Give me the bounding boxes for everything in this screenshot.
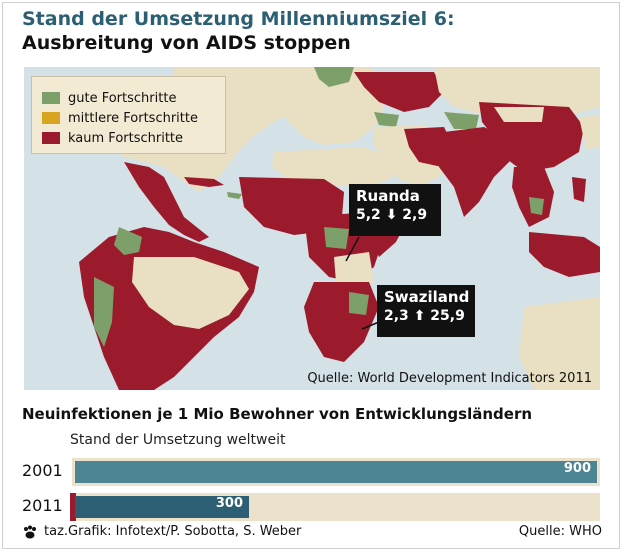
callout-ruanda-name: Ruanda — [356, 187, 420, 205]
scandinavia-region — [314, 67, 354, 87]
bar-2011: 300 — [75, 496, 249, 518]
world-map-graphic — [79, 67, 600, 390]
legend-item-poor: kaum Fortschritte — [42, 129, 183, 147]
central-america-region — [124, 162, 209, 242]
callout-swaziland-values: 2,3 ⬆ 25,9 — [384, 307, 468, 326]
mongolia-region — [494, 107, 544, 122]
paw-print-icon — [22, 525, 38, 539]
south-america-green-1 — [114, 227, 142, 255]
callout-ruanda: Ruanda 5,2 ⬇ 2,9 — [349, 184, 441, 236]
southern-africa-green — [349, 292, 369, 315]
central-africa-green — [324, 227, 349, 249]
callout-swaziland-name: Swaziland — [384, 288, 470, 306]
bar-category-2001: 2001 — [22, 461, 63, 480]
callout-ruanda-values: 5,2 ⬇ 2,9 — [356, 206, 434, 225]
korea-japan-region — [579, 115, 600, 149]
bar-value-2001: 900 — [563, 461, 591, 476]
andes-region — [94, 277, 114, 347]
map-source: Quelle: World Development Indicators 201… — [307, 371, 592, 386]
callout-swaziland: Swaziland 2,3 ⬆ 25,9 — [377, 285, 475, 337]
southeast-asia-region — [512, 167, 554, 227]
legend-swatch-medium — [42, 112, 60, 124]
bar-category-2011: 2011 — [22, 496, 63, 515]
bar-value-2011: 300 — [215, 496, 243, 511]
chart-subtitle: Stand der Umsetzung weltweit — [70, 432, 286, 448]
footer-credit: taz.Grafik: Infotext/P. Sobotta, S. Webe… — [22, 524, 301, 539]
australia-region — [519, 297, 600, 390]
indonesia-region — [529, 232, 600, 277]
map-legend: gute Fortschritte mittlere Fortschritte … — [31, 76, 226, 154]
footer-credit-text: taz.Grafik: Infotext/P. Sobotta, S. Webe… — [44, 524, 302, 539]
brazil-region — [132, 257, 249, 329]
page-title: Stand der Umsetzung Millenniumsziel 6: — [22, 8, 455, 30]
world-map: gute Fortschritte mittlere Fortschritte … — [24, 67, 600, 390]
bar-track-2001: 900 — [72, 458, 600, 486]
india-core-region — [459, 157, 494, 197]
target-marker — [70, 493, 76, 521]
bar-2001: 900 — [75, 461, 597, 483]
callout-ruanda-from: 5,2 — [356, 207, 381, 223]
legend-item-medium: mittlere Fortschritte — [42, 109, 198, 127]
callout-ruanda-to: 2,9 — [402, 207, 428, 223]
caribbean-region-east — [227, 192, 242, 199]
russia-region — [434, 67, 600, 117]
footer-source: Quelle: WHO — [518, 524, 602, 539]
north-africa-region — [272, 147, 394, 187]
arrow-up-icon: ⬆ — [413, 308, 426, 324]
legend-label-medium: mittlere Fortschritte — [68, 110, 198, 126]
balkans-region — [374, 112, 399, 127]
chart-title: Neuinfektionen je 1 Mio Bewohner von Ent… — [22, 405, 533, 423]
arrow-down-icon: ⬇ — [385, 207, 398, 223]
legend-label-poor: kaum Fortschritte — [68, 130, 184, 146]
central-asia-green — [444, 112, 479, 129]
legend-label-good: gute Fortschritte — [68, 90, 177, 106]
legend-item-good: gute Fortschritte — [42, 89, 176, 107]
southeast-asia-green — [529, 197, 544, 215]
callout-swaziland-to: 25,9 — [430, 308, 465, 324]
legend-swatch-good — [42, 92, 60, 104]
caribbean-region — [184, 177, 224, 187]
bar-track-2011: 0 300 — [70, 493, 600, 521]
philippines-region — [572, 177, 586, 202]
europe-region — [279, 67, 384, 145]
page-subtitle: Ausbreitung von AIDS stoppen — [22, 32, 351, 54]
eastern-europe-region — [354, 72, 444, 112]
callout-leaders — [345, 236, 380, 330]
callout-swaziland-from: 2,3 — [384, 308, 409, 324]
legend-swatch-poor — [42, 132, 60, 144]
